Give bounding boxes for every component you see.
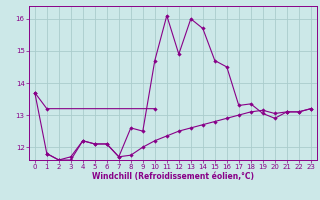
X-axis label: Windchill (Refroidissement éolien,°C): Windchill (Refroidissement éolien,°C): [92, 172, 254, 181]
